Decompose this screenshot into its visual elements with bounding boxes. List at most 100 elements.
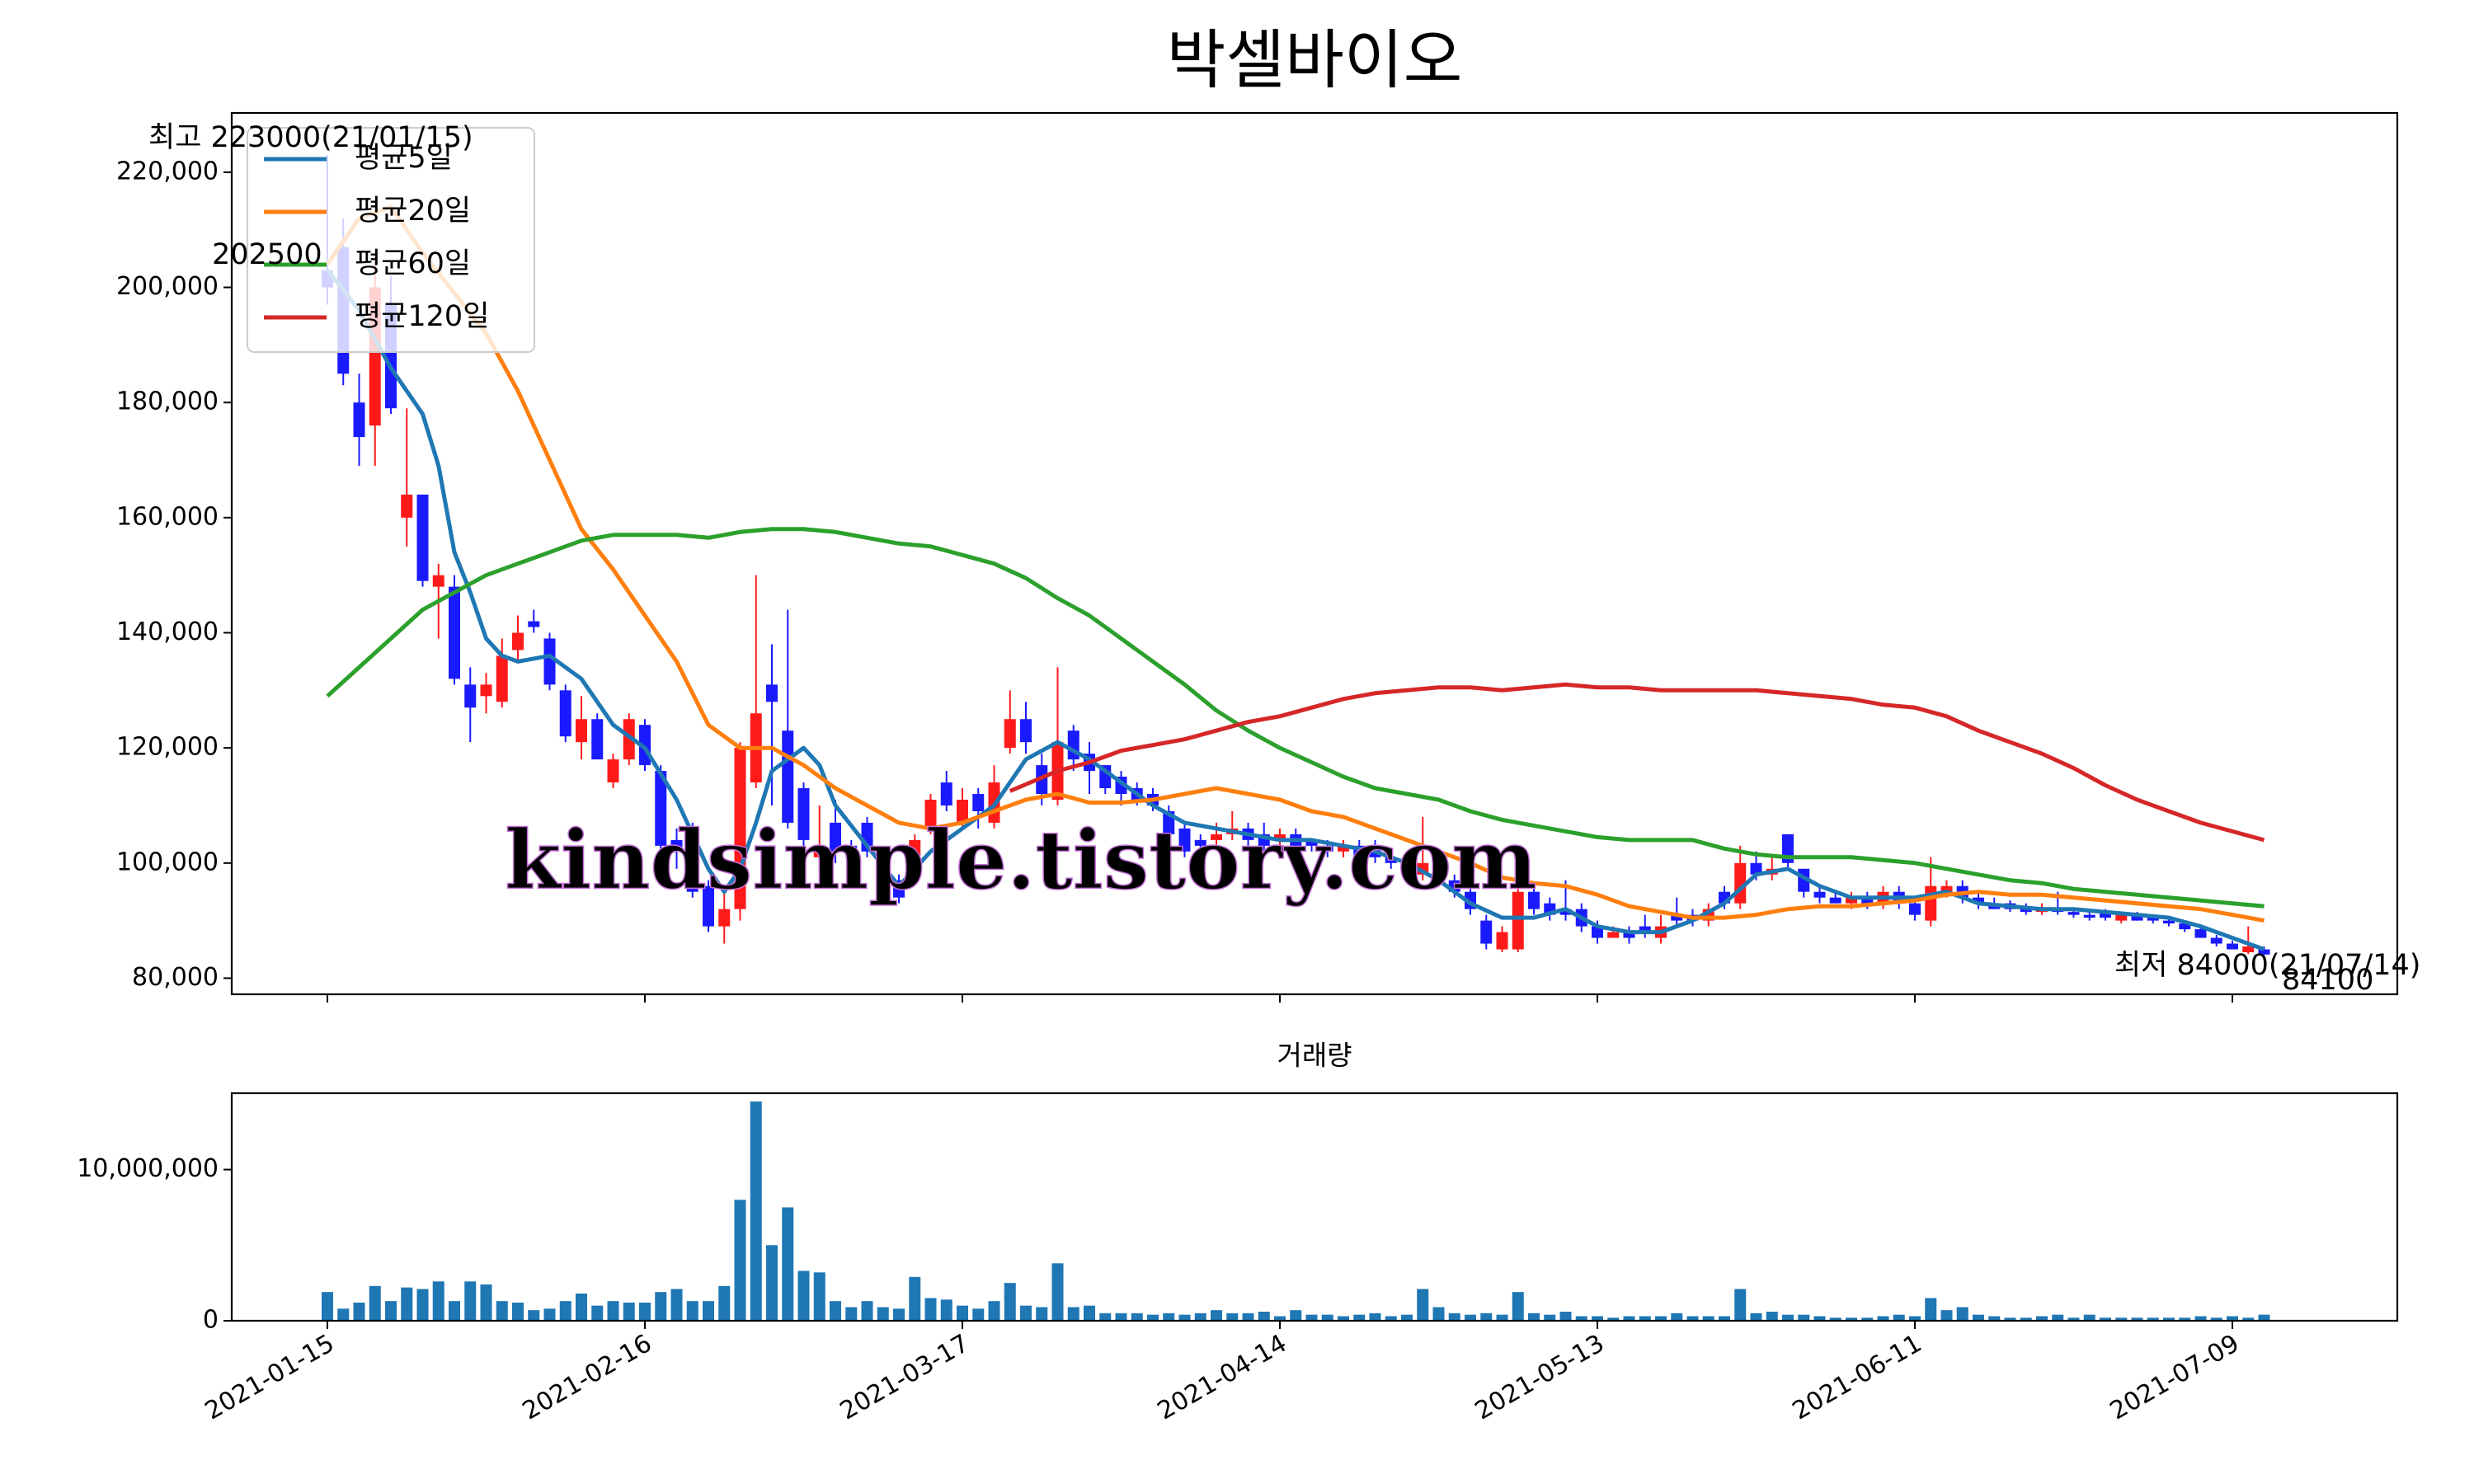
volume-bar (2115, 1317, 2128, 1321)
candle-body (496, 655, 508, 702)
candle-body (1813, 891, 1826, 898)
candle-body (797, 788, 810, 840)
candle-body (1909, 903, 1921, 915)
candle-body (1004, 719, 1016, 749)
volume-bar (1623, 1316, 1635, 1321)
candle-body (432, 575, 444, 587)
candle-body (623, 719, 635, 760)
volume-bar (1099, 1313, 1112, 1321)
candle-body (416, 494, 429, 581)
volume-bar (543, 1308, 556, 1321)
volume-bar (480, 1284, 492, 1321)
candle-body (1940, 885, 1953, 892)
y-tick-label: 80,000 (132, 963, 219, 992)
volume-bar (416, 1289, 429, 1321)
volume-bar (2036, 1316, 2048, 1321)
volume-bar (1305, 1314, 1318, 1321)
volume-bar (1051, 1263, 1064, 1321)
candle-body (2083, 914, 2095, 918)
candle-body (1592, 926, 1603, 938)
volume-bar (2083, 1314, 2095, 1321)
candle-body (2067, 912, 2080, 915)
volume-bar (1084, 1305, 1095, 1321)
candle-body (1973, 897, 1984, 904)
annotation: 84100 (2282, 964, 2373, 997)
volume-bar (924, 1298, 937, 1321)
volume-bar (1290, 1310, 1302, 1321)
volume-bar (1242, 1313, 1254, 1321)
candle-body (2210, 937, 2222, 944)
candle-body (2194, 929, 2207, 938)
volume-bar (623, 1302, 635, 1321)
candle-body (1861, 897, 1874, 904)
volume-bar (655, 1292, 667, 1321)
volume-bar (750, 1101, 762, 1321)
candle-body (830, 822, 841, 852)
volume-bar (957, 1305, 968, 1321)
candle-body (449, 586, 460, 679)
volume-bar (2163, 1317, 2175, 1321)
legend-label: 평균120일 (355, 300, 489, 333)
volume-bar (2067, 1317, 2080, 1321)
volume-bar (1036, 1307, 1048, 1321)
volume-bar (1465, 1314, 1476, 1321)
candle-body (940, 782, 952, 805)
candle-body (686, 839, 698, 892)
volume-bar (401, 1287, 413, 1321)
candle-body (1829, 897, 1841, 904)
candle-body (2179, 923, 2191, 930)
volume-bar (1671, 1313, 1683, 1321)
volume-bar (464, 1281, 477, 1321)
candle-body (1671, 914, 1683, 921)
volume-bar (1988, 1316, 2001, 1321)
volume-bar (1544, 1314, 1556, 1321)
volume-bar (2020, 1317, 2032, 1321)
volume-bar (1211, 1310, 1222, 1321)
candle-body (1274, 834, 1286, 840)
volume-bar (1782, 1314, 1794, 1321)
volume-bar (1178, 1314, 1191, 1321)
volume-bar (1877, 1316, 1889, 1321)
volume-bar (1004, 1283, 1016, 1321)
candle-body (1211, 834, 1222, 840)
volume-bar (2052, 1314, 2064, 1321)
axes-frame (230, 111, 2399, 996)
volume-bar (1226, 1313, 1239, 1321)
candle-body (576, 719, 587, 743)
candle-body (2131, 914, 2143, 921)
volume-bar (797, 1270, 810, 1321)
volume-bar (1575, 1316, 1587, 1321)
volume-bar (686, 1301, 698, 1321)
volume-bar (1686, 1316, 1699, 1321)
volume-bar (1321, 1314, 1333, 1321)
volume-bar (1417, 1289, 1429, 1321)
volume-bar (1353, 1314, 1366, 1321)
candle-body (607, 759, 619, 783)
candle-body (1020, 719, 1032, 743)
candle-body (480, 684, 492, 697)
volume-bar (1496, 1314, 1508, 1321)
volume-bar (369, 1285, 381, 1321)
volume-bar (1480, 1313, 1493, 1321)
volume-bar (766, 1245, 778, 1321)
axes-frame (230, 1092, 2399, 1322)
volume-bar (1432, 1307, 1445, 1321)
volume-bar (2131, 1317, 2143, 1321)
y-tick-label: 120,000 (116, 733, 219, 762)
volume-bar (670, 1289, 683, 1321)
volume-bar (559, 1301, 571, 1321)
candle-body (543, 638, 556, 685)
candle-body (924, 799, 937, 829)
volume-bar (2147, 1317, 2159, 1321)
volume-bar (1147, 1314, 1159, 1321)
volume-bar (734, 1200, 746, 1321)
candle-body (2258, 949, 2270, 955)
moving-average-line (326, 527, 2265, 909)
candle-body (1194, 839, 1206, 846)
candle-body (528, 621, 540, 627)
candle-body (670, 839, 683, 852)
volume-bar (449, 1301, 460, 1321)
moving-average-line (1009, 682, 2265, 843)
candle-body (591, 719, 604, 760)
